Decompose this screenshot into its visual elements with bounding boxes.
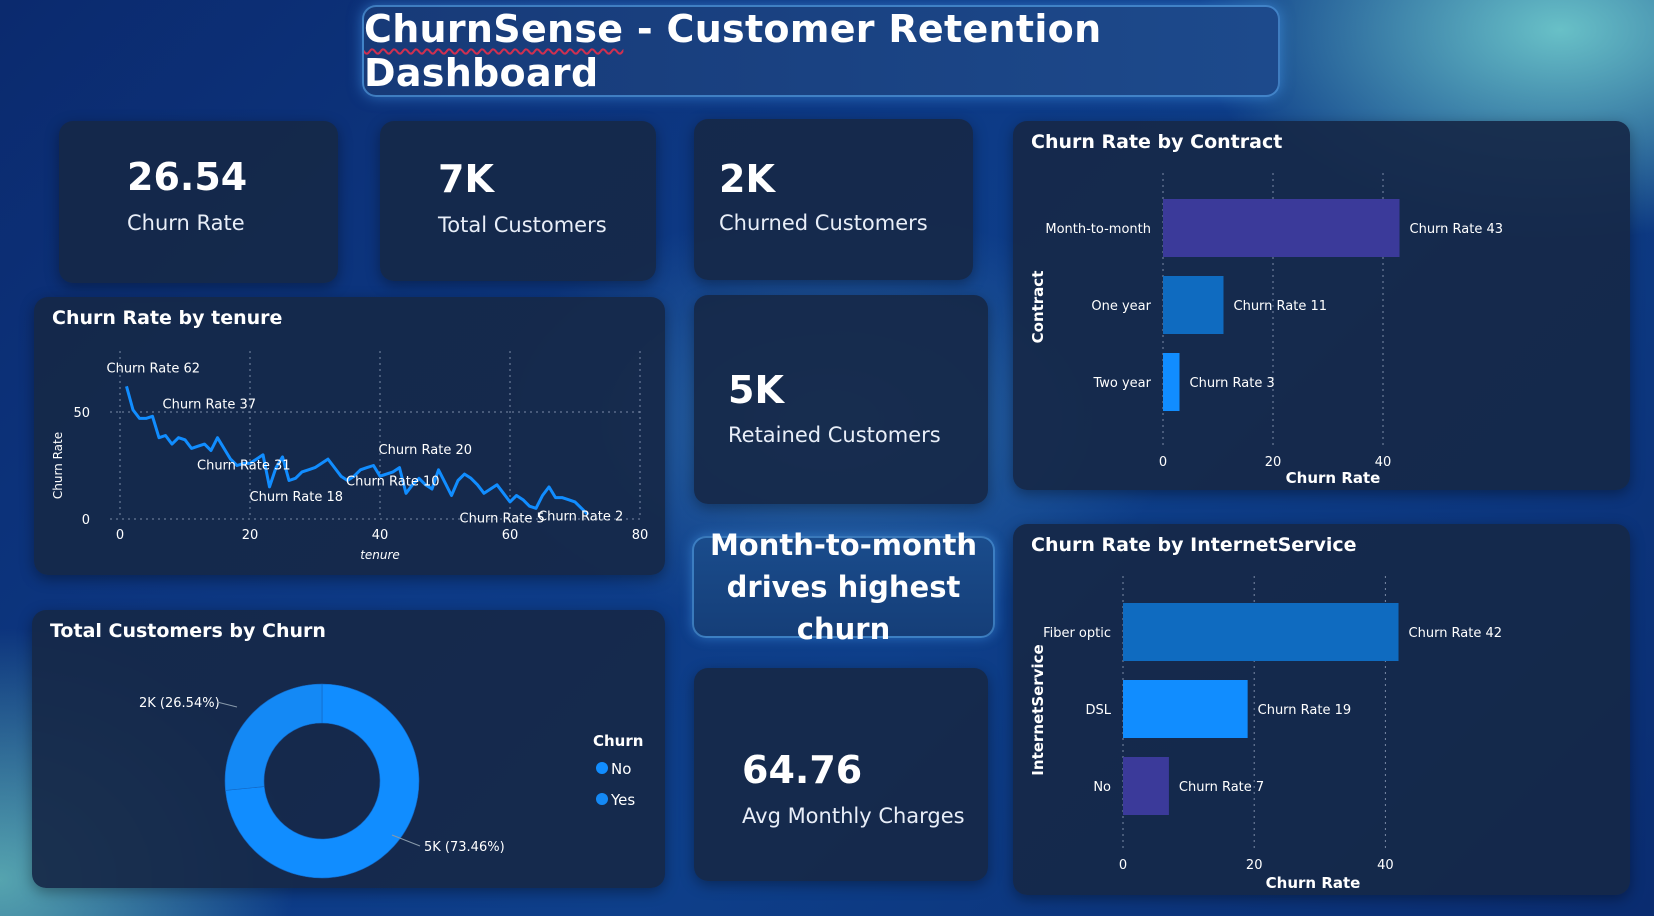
data-label: Churn Rate 2 <box>538 510 623 525</box>
churn-donut-chart: 2K (26.54%) 5K (73.46%) Churn No Yes <box>139 683 643 879</box>
x-tick-label: 40 <box>1375 455 1392 470</box>
data-label: Churn Rate 5 <box>460 511 545 526</box>
kpi-value: 5K <box>728 368 784 412</box>
x-tick-label: 60 <box>502 528 519 543</box>
category-label: DSL <box>1085 703 1111 718</box>
y-axis-title: InternetService <box>1029 644 1047 775</box>
kpi-value: 26.54 <box>127 155 248 199</box>
kpi-label: Total Customers <box>438 213 607 237</box>
kpi-label: Churn Rate <box>127 211 245 235</box>
y-tick-label: 0 <box>82 513 90 528</box>
y-tick-label: 50 <box>73 406 90 421</box>
data-label: Churn Rate 18 <box>250 490 344 505</box>
category-label: Two year <box>1092 376 1151 391</box>
slice-label-yes: 2K (26.54%) <box>139 696 220 711</box>
donut-slice-no <box>225 683 420 879</box>
legend-label: No <box>611 760 631 778</box>
data-label: Churn Rate 37 <box>163 397 257 412</box>
x-tick-label: 40 <box>1377 858 1394 873</box>
page-title: ChurnSense - Customer Retention Dashboar… <box>364 7 1278 95</box>
x-tick-label: 40 <box>372 528 389 543</box>
x-tick-label: 20 <box>1246 858 1263 873</box>
x-tick-label: 0 <box>1159 455 1167 470</box>
chart-title: Churn Rate by Contract <box>1031 131 1283 153</box>
chart-title: Churn Rate by InternetService <box>1031 534 1357 556</box>
donut-slice-yes <box>224 683 323 791</box>
kpi-label: Churned Customers <box>719 211 928 235</box>
data-label: Churn Rate 10 <box>346 474 440 489</box>
data-label: Churn Rate 43 <box>1410 222 1504 237</box>
x-tick-label: 20 <box>1265 455 1282 470</box>
chart-title: Churn Rate by tenure <box>52 307 283 329</box>
kpi-label: Retained Customers <box>728 423 941 447</box>
insight-line-2: drives highest churn <box>726 570 961 646</box>
category-label: Fiber optic <box>1043 626 1111 641</box>
internet-service-bar-chart: 0 20 40 Fiber optic Churn Rate 42 DSL Churn Ra… <box>1029 576 1503 892</box>
donut-chart-card[interactable]: Total Customers by Churn 2K (26.54%) 5K (… <box>32 610 665 888</box>
tenure-chart-card[interactable]: Churn Rate by tenure 0 20 40 60 80 0 50 tenure C… <box>34 297 665 575</box>
data-label: Churn Rate 20 <box>379 443 473 458</box>
bar-fiber-optic <box>1123 603 1399 661</box>
tenure-series-line <box>125 385 590 516</box>
y-axis-title: Contract <box>1029 271 1047 344</box>
brand-name: ChurnSense <box>364 7 624 51</box>
title-text: - Customer Retention Dashboard <box>364 7 1102 95</box>
legend-label: Yes <box>610 791 635 809</box>
kpi-value: 2K <box>719 157 775 201</box>
chart-title: Total Customers by Churn <box>50 620 326 642</box>
data-label: Churn Rate 31 <box>197 459 291 474</box>
category-label: Month-to-month <box>1045 222 1151 237</box>
x-tick-label: 0 <box>1119 858 1127 873</box>
data-label: Churn Rate 42 <box>1409 626 1503 641</box>
bar-no <box>1123 757 1169 815</box>
x-axis-title: Churn Rate <box>1286 469 1381 487</box>
slice-label-no: 5K (73.46%) <box>424 840 505 855</box>
kpi-label: Avg Monthly Charges <box>742 804 965 828</box>
leader-line <box>216 701 238 708</box>
dashboard-title: ChurnSense - Customer Retention Dashboar… <box>362 5 1280 97</box>
x-tick-label: 0 <box>116 528 124 543</box>
kpi-card-total-customers: 7K Total Customers <box>380 121 656 281</box>
leader-line <box>391 834 421 847</box>
category-label: No <box>1093 780 1111 795</box>
x-tick-label: 20 <box>242 528 259 543</box>
data-label: Churn Rate 19 <box>1258 703 1352 718</box>
bar-month-to-month <box>1163 199 1400 257</box>
bar-one-year <box>1163 276 1224 334</box>
bar-dsl <box>1123 680 1248 738</box>
internet-chart-card[interactable]: Churn Rate by InternetService 0 20 40 Fiber… <box>1013 524 1630 895</box>
y-axis-title: Churn Rate <box>51 432 65 499</box>
contract-bar-chart: 0 20 40 Month-to-month Churn Rate 43 One year… <box>1029 173 1504 487</box>
kpi-card-churned-customers: 2K Churned Customers <box>694 119 973 280</box>
insight-callout: Month-to-month drives highest churn <box>692 528 995 646</box>
category-label: One year <box>1091 299 1151 314</box>
x-tick-label: 80 <box>632 528 649 543</box>
contract-chart-card[interactable]: Churn Rate by Contract 0 20 40 Month-to-mon… <box>1013 121 1630 490</box>
legend-marker <box>596 762 608 774</box>
kpi-card-retained-customers: 5K Retained Customers <box>694 295 988 504</box>
tenure-line-chart: 0 20 40 60 80 0 50 tenure Churn Rate Churn Rate 6… <box>51 351 649 562</box>
data-label: Churn Rate 11 <box>1234 299 1328 314</box>
kpi-value: 7K <box>438 157 494 201</box>
data-label: Churn Rate 7 <box>1179 780 1264 795</box>
legend-title: Churn <box>593 732 643 750</box>
x-axis-title: Churn Rate <box>1266 874 1361 892</box>
bar-two-year <box>1163 353 1180 411</box>
insight-line-1: Month-to-month <box>709 528 978 562</box>
legend-marker <box>596 793 608 805</box>
kpi-card-avg-monthly-charges: 64.76 Avg Monthly Charges <box>694 668 988 881</box>
data-label: Churn Rate 62 <box>107 361 201 376</box>
kpi-card-churn-rate: 26.54 Churn Rate <box>59 121 338 283</box>
kpi-value: 64.76 <box>742 748 863 792</box>
x-axis-title: tenure <box>360 548 400 562</box>
data-label: Churn Rate 3 <box>1190 376 1275 391</box>
